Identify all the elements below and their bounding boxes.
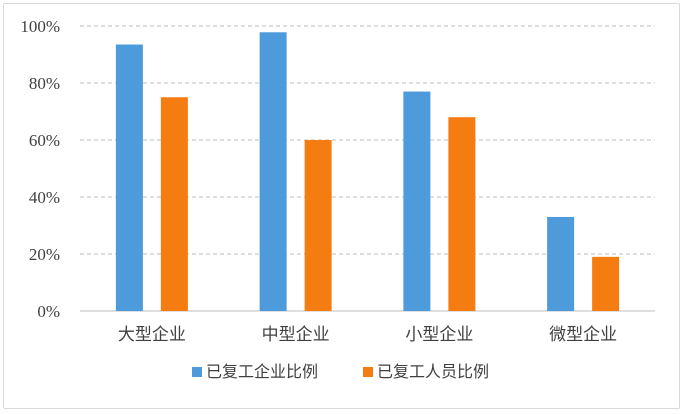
legend-label: 已复工企业比例: [206, 362, 318, 381]
bars: [115, 32, 620, 312]
bar-enterprise-1: [259, 32, 287, 312]
legend: 已复工企业比例 已复工人员比例: [192, 362, 489, 381]
legend-item: 已复工企业比例: [192, 362, 318, 381]
legend-swatch: [363, 367, 373, 377]
bar-enterprise-2: [403, 91, 431, 311]
legend-item: 已复工人员比例: [363, 362, 489, 381]
y-tick-label: 80%: [29, 74, 60, 93]
bar-enterprise-0: [115, 44, 143, 312]
y-tick-label: 40%: [29, 188, 60, 207]
bar-enterprise-3: [547, 216, 575, 311]
y-tick-label: 0%: [37, 302, 60, 321]
category-label: 大型企业: [118, 325, 186, 345]
category-label: 小型企业: [405, 325, 473, 345]
legend-swatch: [192, 367, 202, 377]
y-tick-label: 20%: [29, 245, 60, 264]
y-tick-label: 100%: [20, 17, 60, 36]
y-tick-label: 60%: [29, 131, 60, 150]
bar-staff-0: [160, 97, 188, 311]
category-label: 微型企业: [549, 325, 617, 345]
bar-staff-3: [592, 256, 620, 311]
bar-staff-2: [448, 117, 476, 311]
y-tick-labels: 0% 20% 40% 60% 80% 100%: [20, 17, 60, 321]
chart-frame: [3, 3, 680, 409]
legend-label: 已复工人员比例: [377, 362, 489, 381]
category-labels: 大型企业 中型企业 小型企业 微型企业: [118, 325, 617, 345]
category-label: 中型企业: [262, 325, 330, 345]
bar-staff-1: [304, 140, 332, 311]
